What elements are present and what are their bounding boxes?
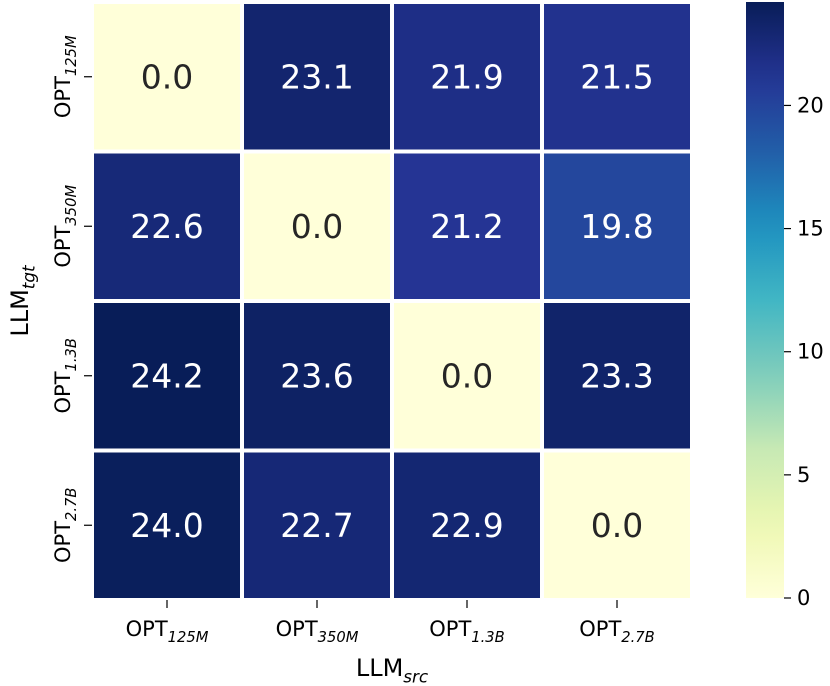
cell-value-label: 0.0 xyxy=(291,207,343,246)
heatmap-cell xyxy=(94,452,240,598)
heatmap-cell xyxy=(244,153,390,299)
x-tick-label: OPT125M xyxy=(126,617,209,646)
colorbar-gradient xyxy=(746,2,784,598)
cell-value-label: 21.2 xyxy=(430,207,503,246)
colorbar: 0 5 10 15 20 xyxy=(746,2,824,610)
colorbar-tick-label: 5 xyxy=(797,463,810,487)
colorbar-tick-label: 15 xyxy=(797,217,824,241)
cell-value-label: 23.1 xyxy=(280,58,353,97)
heatmap-cell xyxy=(544,303,690,449)
cell-annotations: 0.0 23.1 21.9 21.5 22.6 0.0 21.2 19.8 24.2 23.6 0.… xyxy=(130,58,653,546)
colorbar-tick-label: 10 xyxy=(797,340,824,364)
cell-value-label: 23.3 xyxy=(580,357,653,396)
heatmap-cell xyxy=(94,4,240,150)
x-tick-label: OPT350M xyxy=(276,617,359,646)
cell-value-label: 19.8 xyxy=(580,207,653,246)
cell-value-label: 24.2 xyxy=(130,357,203,396)
heatmap-cell xyxy=(244,452,390,598)
cell-value-label: 22.9 xyxy=(430,506,503,545)
cell-value-label: 23.6 xyxy=(280,357,353,396)
heatmap-cells xyxy=(94,4,690,598)
cell-value-label: 22.7 xyxy=(280,506,353,545)
y-tick-label: OPT2.7B xyxy=(51,488,80,563)
x-axis: OPT125M OPT350M OPT1.3B OPT2.7B LLMsrc xyxy=(126,600,655,686)
y-tick-label: OPT350M xyxy=(51,185,80,268)
heatmap-cell xyxy=(394,153,540,299)
cell-value-label: 24.0 xyxy=(130,506,203,545)
heatmap-cell xyxy=(244,4,390,150)
heatmap-cell xyxy=(544,4,690,150)
cell-value-label: 0.0 xyxy=(441,357,493,396)
cell-value-label: 21.5 xyxy=(580,58,653,97)
heatmap-cell xyxy=(244,303,390,449)
cell-value-label: 22.6 xyxy=(130,207,203,246)
heatmap-cell xyxy=(94,303,240,449)
cell-value-label: 0.0 xyxy=(591,506,643,545)
x-tick-label: OPT2.7B xyxy=(579,617,654,646)
heatmap-cell xyxy=(394,452,540,598)
y-axis-label: LLMtgt xyxy=(6,264,39,337)
heatmap-cell xyxy=(544,153,690,299)
heatmap-cell xyxy=(544,452,690,598)
x-tick-label: OPT1.3B xyxy=(429,617,504,646)
colorbar-tick-label: 0 xyxy=(797,586,810,610)
y-axis: OPT125M OPT350M OPT1.3B OPT2.7B LLMtgt xyxy=(6,35,92,563)
cell-value-label: 21.9 xyxy=(430,58,503,97)
colorbar-tick-label: 20 xyxy=(797,93,824,117)
y-tick-label: OPT1.3B xyxy=(51,338,80,413)
y-tick-label: OPT125M xyxy=(51,35,80,118)
heatmap-cell xyxy=(94,153,240,299)
cell-value-label: 0.0 xyxy=(141,58,193,97)
heatmap-cell xyxy=(394,303,540,449)
heatmap-cell xyxy=(394,4,540,150)
x-axis-label: LLMsrc xyxy=(356,654,428,686)
